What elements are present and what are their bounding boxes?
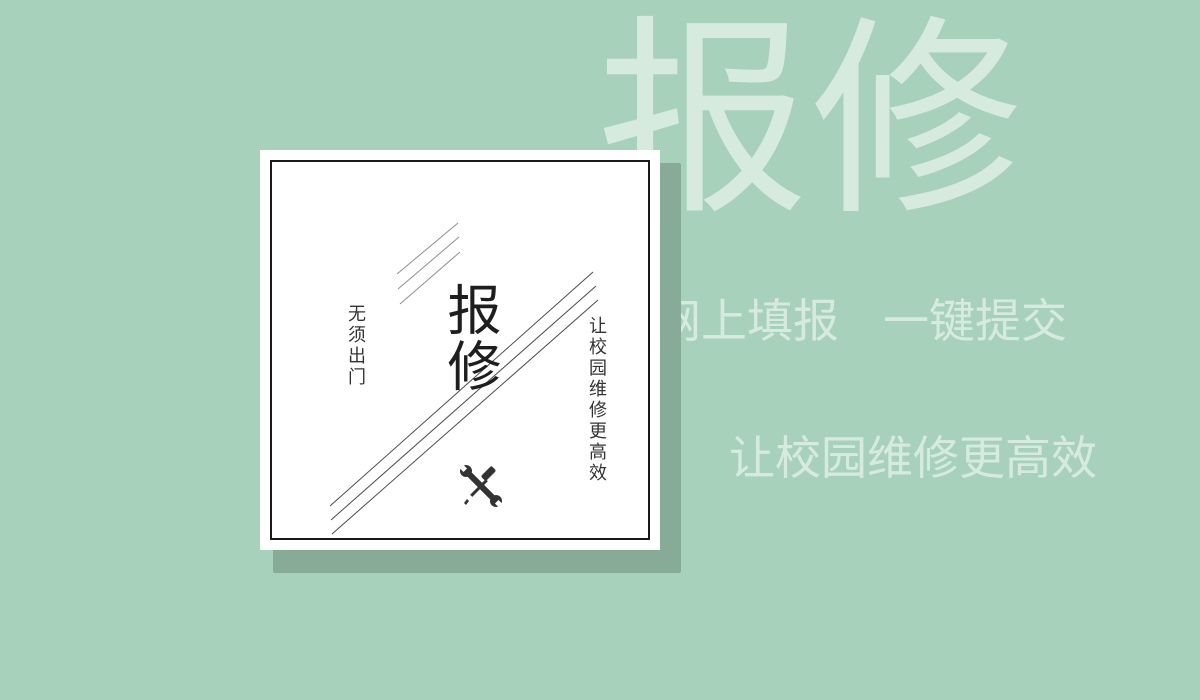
short-line-3	[399, 251, 461, 305]
campus-repair-text: 让校园维修更高效	[586, 316, 607, 484]
no-need-to-go-out-text: 无须出门	[345, 304, 366, 388]
slogan-one-click-submit: 一键提交	[883, 294, 1067, 348]
slogan-online-report: 网上填报	[655, 294, 839, 348]
card-title: 报修	[438, 282, 501, 394]
slogan-line-1: 网上填报 一键提交	[655, 298, 1067, 344]
long-line-3	[331, 299, 599, 535]
slogan-line-2: 让校园维修更高效	[729, 431, 1097, 485]
short-line-2	[397, 236, 460, 290]
short-line-1	[396, 222, 459, 275]
repair-card[interactable]: 无须出门 报修 让校园维修更高效	[260, 150, 660, 550]
long-line-1	[329, 271, 594, 507]
decorative-lines	[329, 222, 599, 535]
card-frame	[270, 160, 650, 540]
tools-icon	[459, 464, 503, 508]
long-line-2	[330, 285, 597, 521]
